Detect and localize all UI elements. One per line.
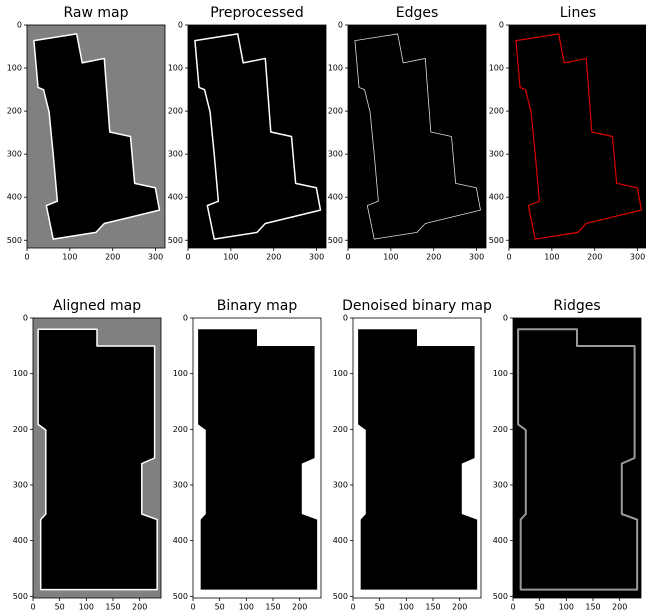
y-tick-label: 200 bbox=[13, 425, 28, 434]
x-tick-label: 200 bbox=[132, 603, 147, 612]
y-tick-label: 300 bbox=[7, 150, 22, 159]
y-tick-label: 400 bbox=[493, 536, 508, 545]
y-tick-label: 0 bbox=[23, 314, 28, 323]
panel-title: Binary map bbox=[217, 298, 298, 314]
y-tick-label: 200 bbox=[328, 107, 343, 116]
y-tick-label: 300 bbox=[13, 480, 28, 489]
x-tick-label: 200 bbox=[105, 253, 120, 262]
y-tick-label: 0 bbox=[343, 314, 348, 323]
x-tick-label: 200 bbox=[266, 253, 281, 262]
y-tick-label: 300 bbox=[173, 480, 188, 489]
map-image bbox=[198, 329, 317, 589]
y-tick-label: 100 bbox=[333, 369, 348, 378]
x-tick-label: 150 bbox=[105, 603, 120, 612]
x-tick-label: 100 bbox=[223, 253, 238, 262]
x-tick-label: 100 bbox=[559, 603, 574, 612]
y-tick-label: 200 bbox=[333, 425, 348, 434]
x-tick-label: 50 bbox=[215, 603, 225, 612]
panel-title: Preprocessed bbox=[210, 5, 304, 21]
y-tick-label: 400 bbox=[7, 193, 22, 202]
y-tick-label: 500 bbox=[489, 236, 504, 245]
y-tick-label: 100 bbox=[328, 64, 343, 73]
y-tick-label: 500 bbox=[493, 592, 508, 601]
x-tick-label: 200 bbox=[292, 603, 307, 612]
y-tick-label: 100 bbox=[173, 369, 188, 378]
y-tick-label: 400 bbox=[168, 193, 183, 202]
y-tick-label: 300 bbox=[333, 480, 348, 489]
x-tick-label: 0 bbox=[506, 253, 511, 262]
panel-title: Aligned map bbox=[53, 298, 141, 314]
y-tick-label: 0 bbox=[178, 21, 183, 30]
x-tick-label: 100 bbox=[399, 603, 414, 612]
y-tick-label: 200 bbox=[493, 425, 508, 434]
y-tick-label: 500 bbox=[328, 236, 343, 245]
x-tick-label: 200 bbox=[426, 253, 441, 262]
x-tick-label: 300 bbox=[630, 253, 645, 262]
x-tick-label: 50 bbox=[535, 603, 545, 612]
y-tick-label: 500 bbox=[13, 592, 28, 601]
map-image bbox=[358, 329, 477, 589]
image-background bbox=[513, 318, 641, 598]
x-tick-label: 50 bbox=[55, 603, 65, 612]
y-tick-label: 300 bbox=[328, 150, 343, 159]
x-tick-label: 100 bbox=[383, 253, 398, 262]
x-tick-label: 0 bbox=[185, 253, 190, 262]
x-tick-label: 300 bbox=[148, 253, 163, 262]
y-tick-label: 500 bbox=[7, 236, 22, 245]
x-tick-label: 200 bbox=[587, 253, 602, 262]
x-tick-label: 0 bbox=[24, 253, 29, 262]
y-tick-label: 0 bbox=[17, 21, 22, 30]
y-tick-label: 100 bbox=[489, 64, 504, 73]
x-tick-label: 150 bbox=[425, 603, 440, 612]
y-tick-label: 200 bbox=[168, 107, 183, 116]
y-tick-label: 200 bbox=[173, 425, 188, 434]
x-tick-label: 100 bbox=[239, 603, 254, 612]
y-tick-label: 200 bbox=[7, 107, 22, 116]
y-tick-label: 100 bbox=[168, 64, 183, 73]
y-tick-label: 300 bbox=[168, 150, 183, 159]
x-tick-label: 0 bbox=[190, 603, 195, 612]
y-tick-label: 500 bbox=[173, 592, 188, 601]
y-tick-label: 400 bbox=[173, 536, 188, 545]
x-tick-label: 300 bbox=[469, 253, 484, 262]
y-tick-label: 0 bbox=[338, 21, 343, 30]
panel-title: Lines bbox=[560, 5, 596, 21]
y-tick-label: 100 bbox=[7, 64, 22, 73]
image-background bbox=[348, 25, 486, 248]
y-tick-label: 0 bbox=[503, 314, 508, 323]
y-tick-label: 300 bbox=[493, 480, 508, 489]
y-tick-label: 100 bbox=[13, 369, 28, 378]
y-tick-label: 400 bbox=[333, 536, 348, 545]
y-tick-label: 400 bbox=[489, 193, 504, 202]
x-tick-label: 300 bbox=[309, 253, 324, 262]
panel-title: Edges bbox=[396, 5, 439, 21]
x-tick-label: 0 bbox=[345, 253, 350, 262]
y-tick-label: 300 bbox=[489, 150, 504, 159]
x-tick-label: 100 bbox=[544, 253, 559, 262]
x-tick-label: 200 bbox=[612, 603, 627, 612]
x-tick-label: 0 bbox=[510, 603, 515, 612]
panel-title: Ridges bbox=[553, 298, 600, 314]
x-tick-label: 50 bbox=[375, 603, 385, 612]
y-tick-label: 100 bbox=[493, 369, 508, 378]
x-tick-label: 0 bbox=[30, 603, 35, 612]
x-tick-label: 200 bbox=[452, 603, 467, 612]
y-tick-label: 400 bbox=[13, 536, 28, 545]
y-tick-label: 500 bbox=[333, 592, 348, 601]
panel-title: Denoised binary map bbox=[342, 298, 492, 314]
panel-title: Raw map bbox=[63, 5, 128, 21]
x-tick-label: 0 bbox=[350, 603, 355, 612]
x-tick-label: 150 bbox=[585, 603, 600, 612]
map-image bbox=[38, 329, 157, 589]
x-tick-label: 100 bbox=[62, 253, 77, 262]
y-tick-label: 400 bbox=[328, 193, 343, 202]
y-tick-label: 200 bbox=[489, 107, 504, 116]
x-tick-label: 150 bbox=[265, 603, 280, 612]
y-tick-label: 0 bbox=[499, 21, 504, 30]
x-tick-label: 100 bbox=[79, 603, 94, 612]
y-tick-label: 0 bbox=[183, 314, 188, 323]
figure: Raw map01002003000100200300400500Preproc… bbox=[0, 0, 646, 614]
y-tick-label: 500 bbox=[168, 236, 183, 245]
